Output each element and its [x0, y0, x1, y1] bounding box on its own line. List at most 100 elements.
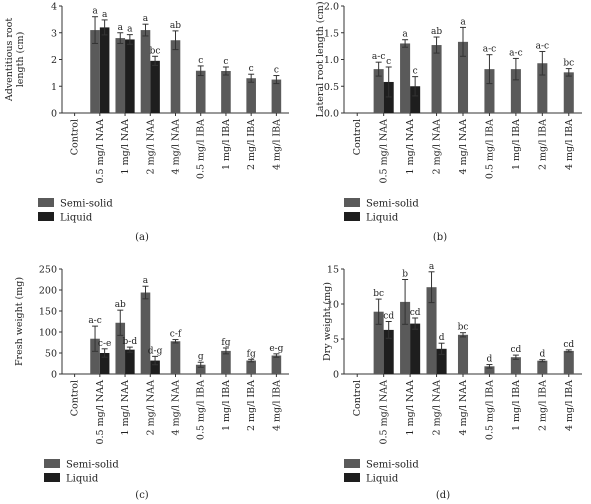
significance-label: d-g	[148, 346, 163, 356]
y-tick-label: 4	[51, 2, 57, 13]
significance-label: d	[539, 350, 545, 360]
bar-semi-solid	[400, 301, 411, 374]
bar-liquid	[125, 349, 135, 374]
bar-semi-solid	[246, 78, 256, 113]
x-tick-label: 4 mg/l IBA	[271, 119, 282, 170]
bar-liquid	[410, 323, 421, 374]
bar-semi-solid	[115, 322, 126, 374]
bar-semi-solid	[537, 360, 548, 374]
legend-swatch-semi-solid	[44, 459, 60, 468]
bar-semi-solid	[537, 63, 548, 113]
significance-label: a	[127, 25, 133, 35]
bar-liquid	[150, 60, 160, 113]
panel-label: (d)	[436, 490, 450, 501]
bar-semi-solid	[170, 40, 181, 113]
x-tick-label: 4 mg/l NAA	[171, 119, 182, 175]
x-tick-label: 1 mg/l NAA	[120, 380, 131, 436]
significance-label: d	[487, 355, 493, 365]
legend-label: Semi-solid	[66, 460, 119, 471]
y-tick-label: 1	[51, 82, 57, 93]
y-tick-label: 2	[51, 55, 57, 66]
panel-label: (b)	[433, 232, 447, 243]
x-tick-label: 4 mg/l NAA	[458, 380, 469, 436]
x-tick-label: 1 mg/l NAA	[405, 380, 416, 436]
y-tick-label: 100	[39, 328, 57, 339]
bar-semi-solid	[484, 69, 495, 113]
bar-liquid	[99, 353, 110, 374]
y-tick-label: 10	[327, 300, 339, 311]
x-tick-label: 0.5 mg/l IBA	[196, 380, 207, 440]
significance-label: c	[386, 57, 391, 67]
chart-panel-3: 0 50 100 150 200 250 Fresh weight (mg) Control 0…	[14, 265, 289, 501]
x-tick-label: 0.5 mg/l NAA	[379, 119, 390, 184]
significance-label: a	[402, 30, 408, 40]
x-tick-label: 1 mg/l NAA	[120, 119, 131, 175]
bar-liquid	[150, 360, 160, 374]
x-tick-label: 2 mg/l IBA	[246, 119, 257, 170]
x-tick-label: 0.5 mg/l NAA	[95, 380, 106, 445]
significance-label: a	[118, 23, 124, 33]
x-tick-label: 2 mg/l NAA	[145, 380, 156, 436]
x-tick-label: 4 mg/l IBA	[564, 380, 575, 431]
y-tick-label: 50	[45, 349, 57, 360]
bar-semi-solid	[221, 350, 231, 374]
legend-label: Liquid	[66, 474, 99, 485]
y-tick-label: 200	[39, 286, 57, 297]
x-tick-label: 0.5 mg/l NAA	[379, 380, 390, 445]
legend-swatch-liquid	[44, 473, 60, 482]
bar-liquid	[99, 27, 110, 113]
significance-label: c-e	[98, 339, 111, 349]
x-tick-label: 2 mg/l IBA	[537, 119, 548, 170]
bar-semi-solid	[373, 69, 384, 113]
y-tick-label: 0	[51, 109, 57, 120]
bar-semi-solid	[563, 72, 574, 113]
significance-label: c	[413, 67, 418, 77]
significance-label: a	[92, 7, 98, 17]
significance-label: b	[402, 270, 408, 280]
significance-label: a-c	[483, 45, 496, 55]
x-tick-label: 0.5 mg/l IBA	[484, 380, 495, 440]
legend-label: Liquid	[60, 213, 93, 224]
x-tick-label: 2 mg/l IBA	[537, 380, 548, 431]
x-tick-label: 4 mg/l NAA	[458, 119, 469, 175]
significance-label: c	[198, 56, 203, 66]
legend-label: Liquid	[366, 474, 399, 485]
x-tick-label: Control	[352, 380, 363, 416]
legend-swatch-semi-solid	[38, 198, 54, 207]
bar-semi-solid	[431, 45, 442, 113]
y-tick-label: 15	[327, 265, 339, 276]
y-tick-label: 0.5	[324, 82, 339, 93]
x-tick-label: 2 mg/l NAA	[432, 119, 443, 175]
significance-label: d	[439, 333, 445, 343]
significance-label: cd	[383, 312, 394, 322]
bar-semi-solid	[457, 41, 469, 113]
x-tick-label: 2 mg/l NAA	[145, 119, 156, 175]
y-tick-label: 1.0	[324, 55, 339, 66]
significance-label: cd	[563, 340, 574, 350]
x-tick-label: Control	[352, 119, 363, 155]
y-tick-label: 0.0	[324, 109, 339, 120]
bar-semi-solid	[195, 364, 206, 374]
y-axis-label: Dry weight (mg)	[322, 282, 333, 361]
x-tick-label: 2 mg/l IBA	[246, 380, 257, 431]
y-tick-label: 5	[333, 335, 339, 346]
y-axis-label: Fresh weight (mg)	[14, 277, 25, 366]
significance-label: a	[460, 17, 466, 27]
x-tick-label: 4 mg/l IBA	[271, 380, 282, 431]
x-tick-label: 4 mg/l NAA	[171, 380, 182, 436]
bar-liquid	[383, 81, 394, 113]
x-tick-label: 4 mg/l IBA	[564, 119, 575, 170]
x-tick-label: 1 mg/l IBA	[221, 380, 232, 431]
y-axis-label: Lateral root length (cm)	[315, 1, 326, 117]
bar-semi-solid	[563, 350, 574, 374]
significance-label: b-d	[123, 337, 138, 347]
chart-panel-1: 0 1 2 3 4 Adventitious root length (cm) Control…	[4, 2, 289, 243]
legend-label: Semi-solid	[366, 199, 419, 210]
panel-label: (c)	[135, 490, 149, 501]
bar-semi-solid	[426, 287, 437, 374]
y-tick-label: 0	[333, 370, 339, 381]
x-tick-label: 2 mg/l NAA	[432, 380, 443, 436]
y-tick-label: 3	[51, 28, 57, 39]
bar-semi-solid	[400, 43, 411, 114]
